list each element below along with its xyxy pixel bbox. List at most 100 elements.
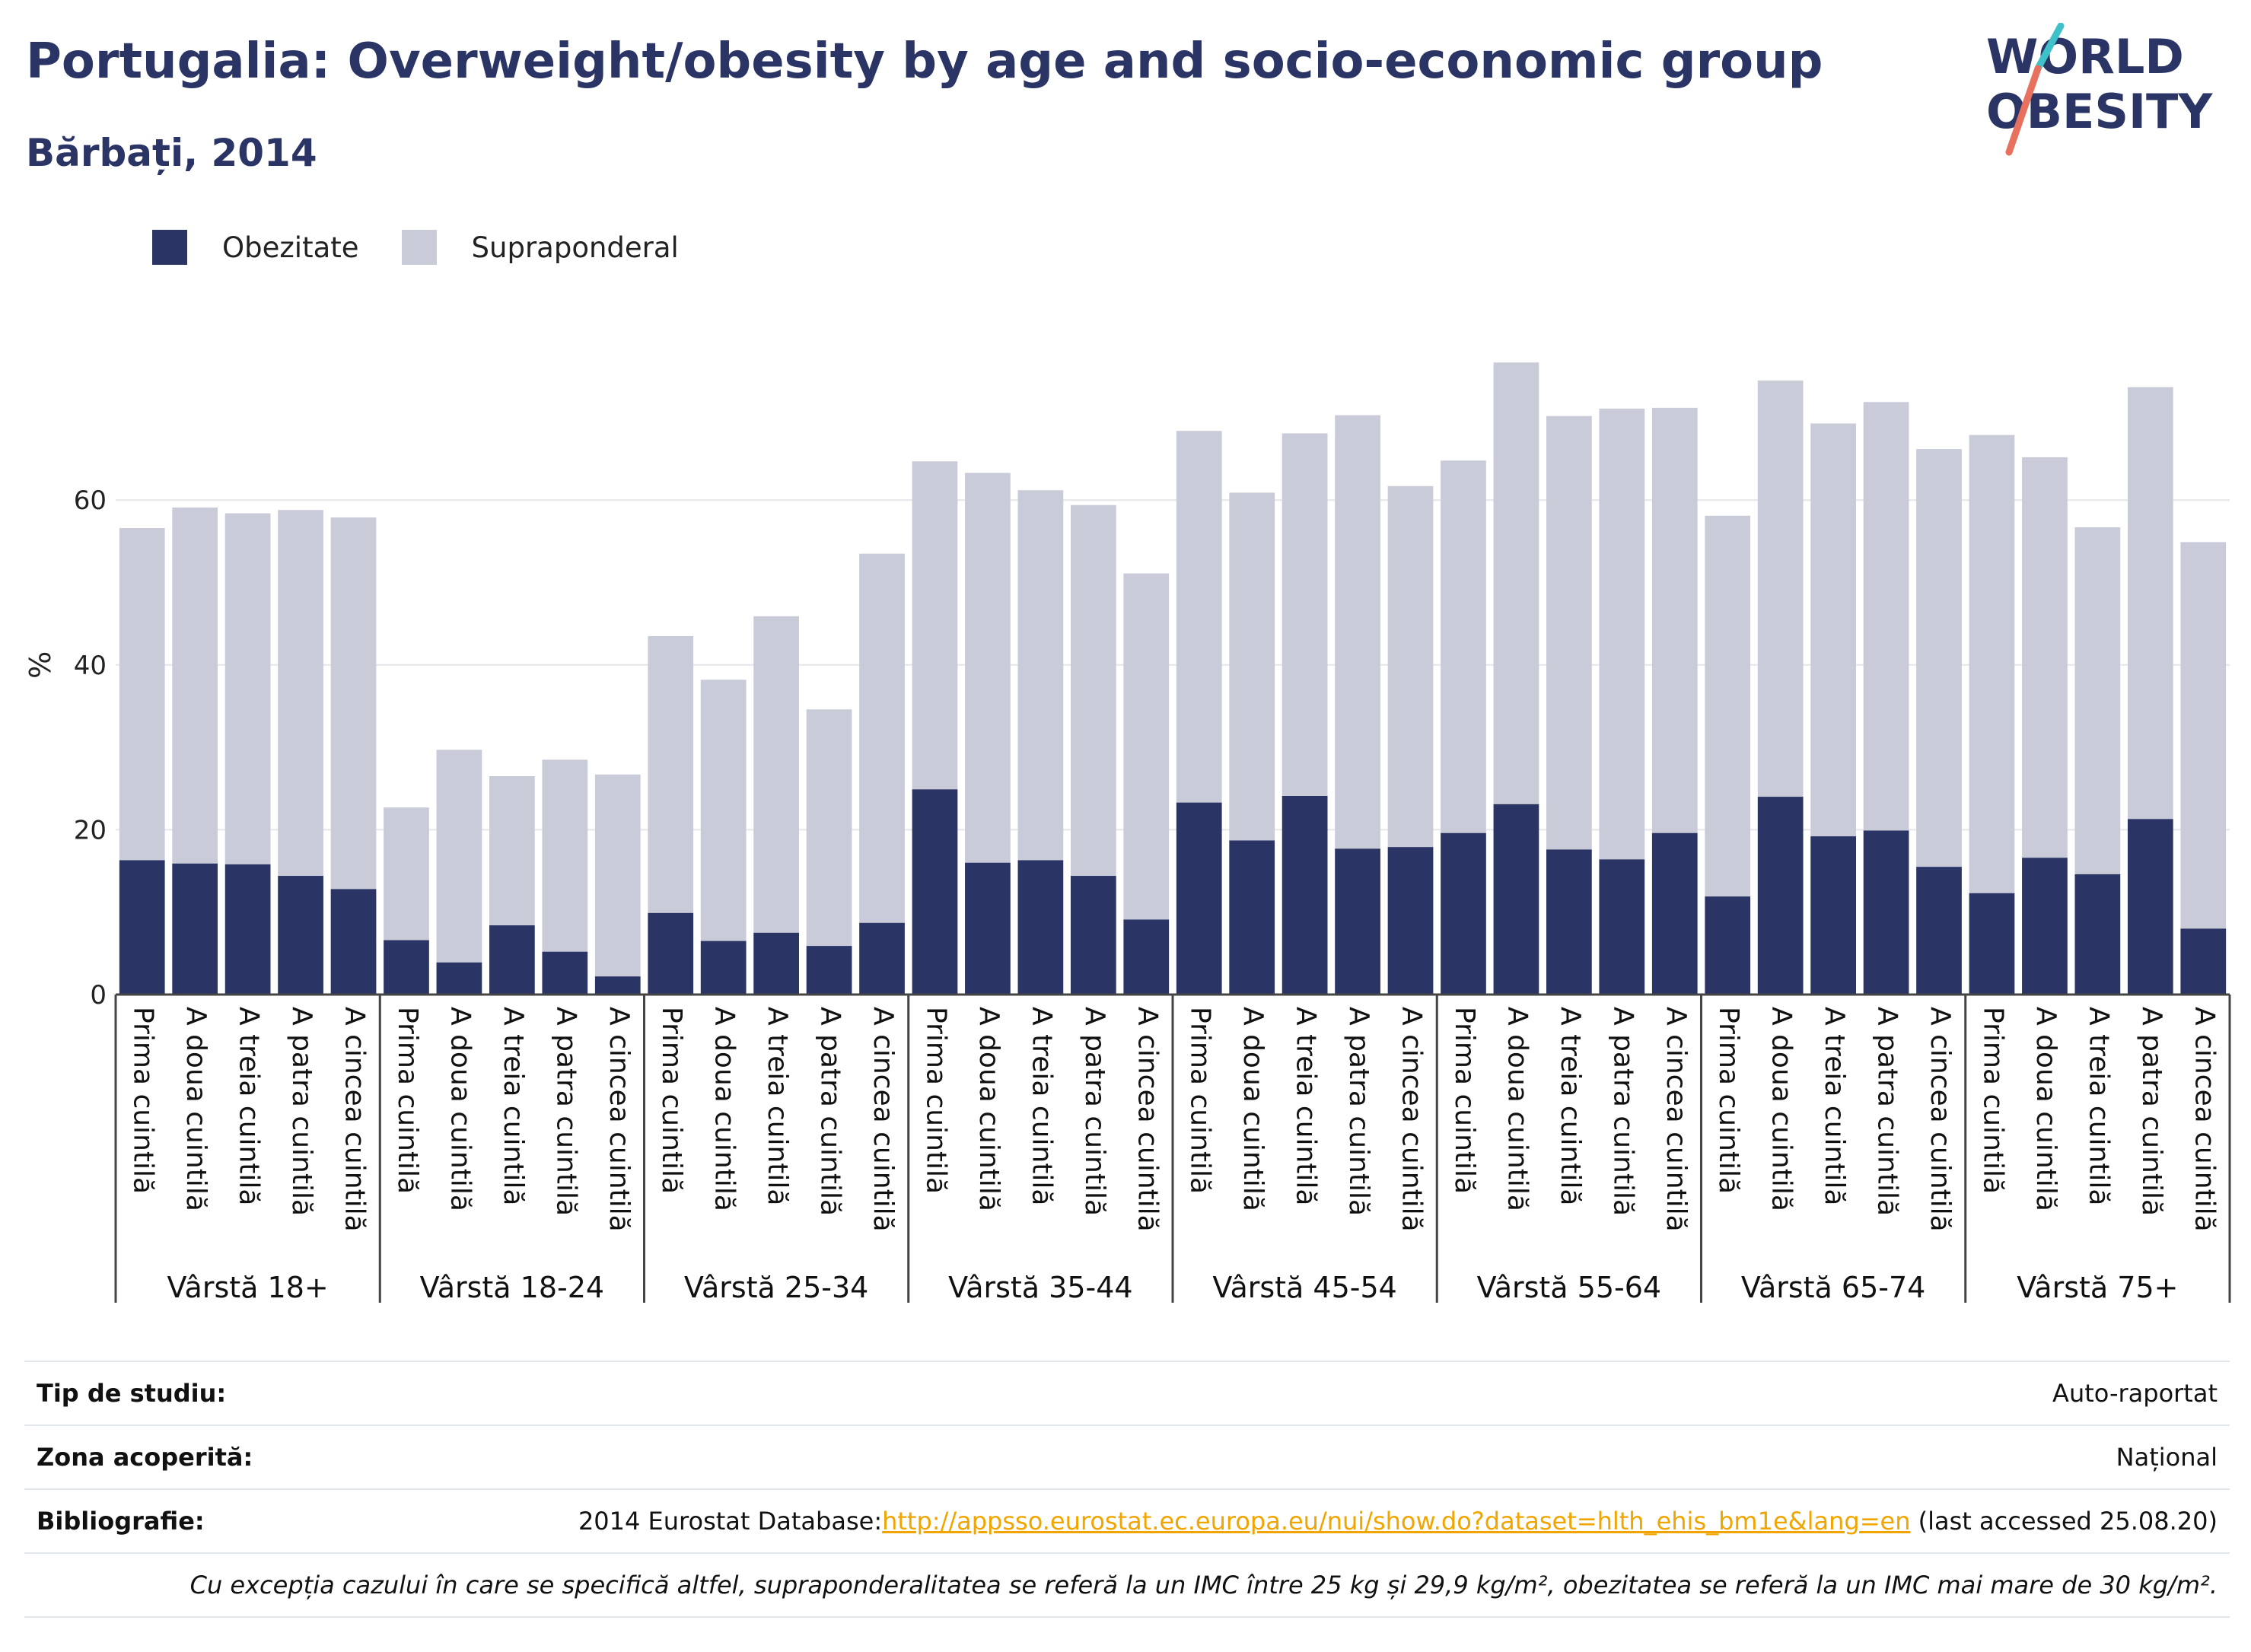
x-tick-label: A treia cuintilă [1555,1007,1586,1205]
logo-text-world: WORLD [1986,29,2184,84]
bar-supraponderal [594,774,641,977]
bar-supraponderal [1229,492,1275,841]
x-tick-label: Prima cuintilă [1449,1007,1480,1194]
bar-obezitate [1017,860,1064,995]
bar-supraponderal [700,680,747,941]
x-tick-label: A treia cuintilă [1026,1007,1057,1205]
bar-supraponderal [753,616,799,933]
bar-supraponderal [1651,407,1698,833]
bar-obezitate [330,889,377,995]
x-tick-label: A treia cuintilă [2083,1007,2114,1205]
bar-obezitate [700,941,747,995]
group-label: Vârstă 25-34 [684,1271,868,1304]
bar-obezitate [1229,840,1275,995]
bar-supraponderal [1282,433,1328,796]
bar-supraponderal [1757,380,1804,797]
bar-obezitate [1810,836,1856,995]
group-label: Vârstă 18-24 [420,1271,604,1304]
x-tick-label: Prima cuintilă [920,1007,951,1194]
x-tick-label: A doua cuintilă [2030,1007,2062,1211]
bar-obezitate [436,962,482,995]
bar-obezitate [753,932,799,995]
chart-title: Portugalia: Overweight/obesity by age an… [26,33,1823,90]
x-tick-label: Prima cuintilă [392,1007,423,1194]
bar-supraponderal [172,507,218,864]
y-tick-label: 20 [74,815,107,845]
y-tick-label: 60 [74,485,107,516]
bar-supraponderal [2074,527,2121,874]
x-tick-label: A doua cuintilă [180,1007,212,1211]
x-tick-label: A treia cuintilă [498,1007,529,1205]
bar-supraponderal [1441,460,1486,833]
x-tick-label: A cincea cuintilă [1660,1007,1692,1232]
bar-obezitate [1705,896,1751,995]
bar-obezitate [224,864,271,995]
bar-obezitate [806,946,852,995]
x-tick-label: A patra cuintilă [1607,1007,1638,1216]
bar-obezitate [594,976,641,995]
bibliography-prefix: 2014 Eurostat Database: [578,1507,883,1536]
bar-supraponderal [859,553,905,923]
x-tick-label: A patra cuintilă [286,1007,317,1216]
x-tick-label: A doua cuintilă [1501,1007,1533,1211]
x-tick-label: A cincea cuintilă [1925,1007,1956,1232]
bar-supraponderal [330,517,377,890]
x-tick-label: A patra cuintilă [815,1007,846,1216]
bar-supraponderal [384,807,429,941]
bar-supraponderal [1599,408,1645,860]
info-row-note: Cu excepția cazului în care se specifică… [24,1552,2230,1618]
chart-subtitle: Bărbați, 2014 [26,131,317,175]
bar-obezitate [1335,848,1380,995]
world-obesity-logo: WORLD OBESITY [1986,23,2213,156]
y-axis-label: % [24,651,57,679]
bar-supraponderal [1969,434,2015,893]
bibliography-label: Bibliografie: [37,1507,205,1536]
bar-obezitate [384,940,429,995]
bar-supraponderal [1017,490,1064,861]
bar-obezitate [1599,859,1645,995]
bar-obezitate [2074,874,2121,995]
bar-supraponderal [2127,387,2173,820]
x-tick-label: Prima cuintilă [1977,1007,2008,1194]
bar-obezitate [1387,847,1434,995]
bar-supraponderal [1810,423,1856,837]
bar-obezitate [2180,928,2227,995]
x-tick-label: A patra cuintilă [1872,1007,1903,1216]
bar-obezitate [542,951,588,995]
x-tick-label: Prima cuintilă [128,1007,159,1194]
bar-obezitate [1123,919,1170,995]
coverage-label: Zona acoperită: [37,1443,253,1472]
bar-supraponderal [1863,402,1909,831]
group-label: Vârstă 75+ [2017,1271,2178,1304]
bar-obezitate [1546,849,1592,995]
bar-supraponderal [436,750,482,963]
bar-supraponderal [2022,457,2068,858]
bar-supraponderal [1493,362,1539,804]
bibliography-suffix: (last accessed 25.08.20) [1910,1507,2218,1536]
x-tick-label: A patra cuintilă [1343,1007,1374,1216]
bar-obezitate [859,922,905,995]
x-tick-label: A cincea cuintilă [603,1007,635,1232]
legend: Obezitate Supraponderal [152,228,721,266]
x-tick-label: A patra cuintilă [550,1007,581,1216]
bibliography-link[interactable]: http://appsso.eurostat.ec.europa.eu/nui/… [882,1507,1911,1536]
x-tick-label: A cincea cuintilă [1396,1007,1428,1232]
bar-supraponderal [1916,449,1962,867]
bar-obezitate [1441,832,1486,995]
bar-obezitate [1916,867,1962,995]
bar-supraponderal [1546,415,1592,850]
x-tick-label: A doua cuintilă [973,1007,1005,1211]
legend-label-obezitate: Obezitate [222,231,359,264]
x-tick-label: A cincea cuintilă [868,1007,899,1232]
bar-obezitate [965,862,1011,995]
bar-supraponderal [1705,515,1751,897]
info-row-coverage: Zona acoperită: Național [24,1424,2230,1488]
x-tick-label: A doua cuintilă [444,1007,476,1211]
x-tick-label: A treia cuintilă [1291,1007,1322,1205]
bar-supraponderal [965,473,1011,863]
x-tick-label: A cincea cuintilă [1132,1007,1163,1232]
legend-swatch-supraponderal [401,230,437,265]
bar-obezitate [1070,876,1116,995]
bar-obezitate [1493,804,1539,995]
x-tick-label: A doua cuintilă [1766,1007,1797,1211]
